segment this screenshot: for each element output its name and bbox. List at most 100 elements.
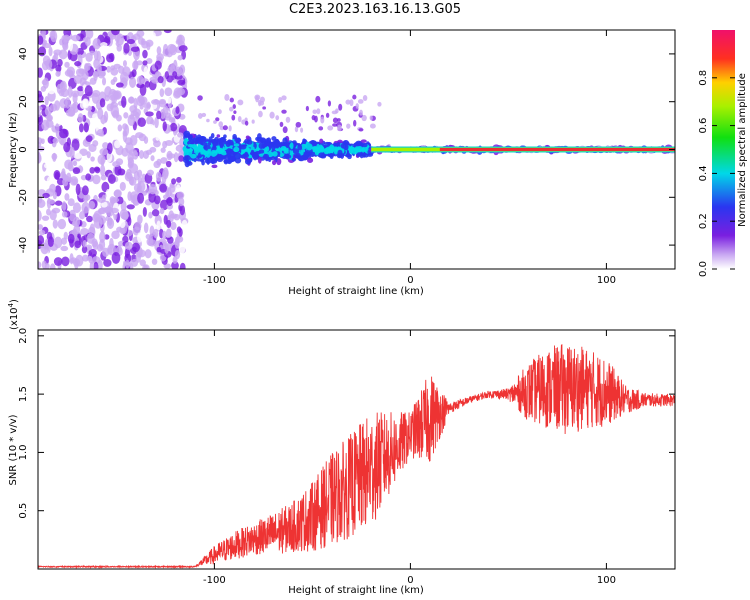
spectrogram-noise-cell (143, 66, 149, 77)
spectrogram-outlier-cell (355, 103, 359, 109)
spectrogram-noise-cell (89, 261, 95, 269)
spectrogram-noise-cell (69, 131, 75, 138)
spectrogram-noise-cell (42, 55, 51, 66)
spectrogram-signal-cell (284, 142, 289, 147)
spectrogram-noise-cell (97, 63, 102, 76)
spectrogram-noise-cell (64, 69, 74, 77)
spectrogram-noise-cell (153, 195, 161, 205)
spectrogram-signal-cell (339, 153, 345, 157)
spectrogram-noise-cell (48, 46, 53, 57)
spectrogram-noise-cell (93, 50, 99, 61)
spectrogram-outlier-cell (346, 123, 351, 129)
spectrogram-noise-cell (96, 129, 104, 137)
spectrogram-outlier-cell (361, 114, 367, 122)
spectrogram-noise-cell (166, 153, 176, 159)
spectrogram-signal-cell (211, 146, 217, 151)
spectrogram-noise-cell (168, 63, 175, 70)
spectrogram-noise-cell (111, 30, 120, 36)
spectrogram-noise-cell (106, 103, 114, 112)
spectrogram-signal-cell (307, 157, 314, 163)
spectrogram-outlier-cell (294, 126, 299, 133)
spectrogram-signal-cell (247, 147, 251, 154)
spectrogram-signal-cell (265, 146, 270, 152)
title: C2E3.2023.163.16.13.G05 (0, 2, 750, 17)
spectrogram-noise-cell (38, 224, 44, 230)
spectrogram-signal-cell (244, 158, 252, 165)
spectrogram-outlier-cell (285, 116, 291, 123)
spectrogram-outlier-cell (206, 118, 210, 123)
spectrogram-noise-cell (107, 174, 116, 184)
spectrogram-noise-cell (137, 192, 145, 204)
spectrogram-noise-cell (46, 208, 51, 216)
spectrogram-noise-cell (137, 176, 142, 185)
spectrogram-signal-cell (315, 147, 320, 152)
spectrogram-outlier-cell (359, 109, 363, 116)
spectrogram-signal-cell (186, 149, 193, 156)
spectrogram-signal-cell (291, 157, 296, 162)
spectrogram-outlier-cell (357, 99, 364, 104)
spectrogram-signal-cell (263, 153, 270, 159)
spectrogram-noise-cell (106, 65, 111, 73)
spectrogram-noise-cell (152, 228, 159, 239)
spectrogram-outlier-cell (316, 108, 321, 115)
spectrogram-noise-cell (114, 140, 121, 149)
spectrogram-noise-cell (124, 241, 133, 250)
spectrogram-noise-cell (143, 136, 149, 144)
spectrogram-outlier-cell (278, 97, 283, 103)
spectrogram-noise-cell (123, 42, 130, 54)
spectrogram-noise-cell (162, 48, 171, 57)
spectrogram-noise-cell (67, 86, 73, 98)
spectrogram-noise-cell (61, 168, 66, 178)
spectrogram-outlier-cell (352, 94, 357, 100)
spectrogram-noise-cell (146, 42, 151, 51)
spectrogram-noise-cell (85, 52, 93, 62)
spectrogram-noise-cell (147, 169, 154, 176)
spectrogram-noise-cell (72, 167, 81, 175)
spectrogram-noise-cell (116, 33, 125, 46)
spectrogram-noise-cell (56, 83, 62, 94)
spectrogram-noise-cell (64, 159, 74, 170)
spectrogram-noise-cell (143, 265, 149, 269)
spectrogram-outlier-cell (369, 123, 376, 129)
spectrogram-noise-cell (176, 132, 184, 138)
spectrogram-signal-cell (289, 142, 294, 150)
spectrogram-noise-cell (77, 113, 84, 123)
spectrogram-outlier-cell (237, 99, 244, 106)
spectrogram-noise-cell (148, 211, 153, 219)
spectrogram-noise-cell (117, 65, 125, 74)
spectrogram-noise-cell (111, 230, 120, 240)
spectrogram-outlier-cell (259, 96, 265, 103)
spectrogram-signal-cell (234, 152, 242, 160)
spectrogram-noise-cell (42, 192, 50, 199)
spectrogram-outlier-cell (258, 110, 263, 118)
spectrogram-noise-cell (83, 122, 89, 133)
spectrogram-outlier-cell (349, 99, 354, 107)
spectrogram-noise-cell (97, 107, 104, 120)
spectrogram-outlier-cell (358, 128, 364, 132)
spectrogram-noise-cell (67, 233, 75, 244)
spectrogram-ytick-label: -20 (18, 189, 29, 205)
spectrogram-noise-cell (119, 219, 126, 229)
spectrogram-outlier-cell (251, 119, 255, 124)
spectrogram-signal-cell (311, 146, 316, 152)
spectrogram-noise-cell (79, 148, 88, 156)
spectrogram-noise-cell (82, 185, 89, 196)
spectrogram-noise-cell (85, 30, 94, 40)
spectrogram-noise-cell (117, 168, 126, 176)
snr-xlabel: Height of straight line (km) (288, 585, 424, 596)
spectrogram-signal-cell (328, 147, 333, 152)
spectrogram-noise-cell (61, 256, 70, 267)
spectrogram-noise-cell (169, 122, 178, 132)
spectrogram-signal-cell (239, 144, 247, 150)
spectrogram-noise-cell (122, 211, 129, 221)
spectrogram-noise-cell (131, 242, 141, 253)
spectrogram-noise-cell (64, 193, 70, 201)
spectrogram-signal-cell (192, 140, 200, 144)
spectrogram-noise-cell (175, 144, 184, 152)
spectrogram-noise-cell (85, 173, 92, 181)
spectrogram-noise-cell (81, 70, 89, 81)
spectrogram-noise-cell (53, 49, 62, 56)
spectrogram-noise-cell (146, 58, 153, 65)
snr-axes: -100 0 100 0.5 1.0 1.5 2.0 (18, 328, 675, 586)
spectrogram-signal-cell (354, 146, 360, 152)
